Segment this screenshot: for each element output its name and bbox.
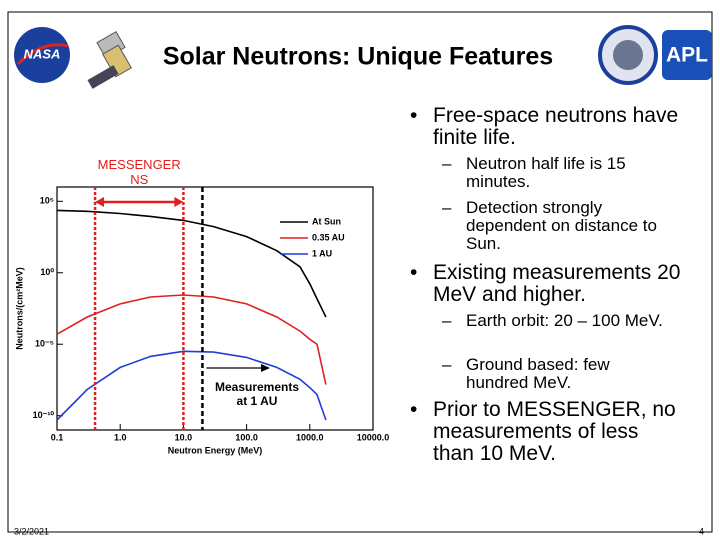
x-tick-label: 10.0 [175,432,193,442]
legend-label: 0.35 AU [312,232,345,242]
x-tick-label: 10000.0 [357,432,390,442]
apl-logo [662,30,712,80]
footer-date: 3/2/2021 [14,526,49,536]
plot-frame [56,186,374,431]
y-tick-label: 10⁰ [40,267,54,277]
chart: 0.1 1.0 10.0 100.0 1000.0 10000.0 10⁵ 10⁰ 10⁻⁵ 10… [14,186,390,455]
apl-text: APL [666,44,708,67]
series-line [56,209,327,318]
slide-frame [7,11,713,533]
bullet-text: Existing measurements 20 MeV and higher. [433,261,681,306]
sub-bullet-marker: – [442,311,452,330]
x-tick-label: 0.1 [51,432,64,442]
x-tick-label: 100.0 [235,432,258,442]
slide-title: Solar Neutrons: Unique Features [163,43,553,71]
page-number: 4 [699,526,704,536]
arrow-head [261,364,270,372]
sub-bullet-marker: – [442,198,452,217]
y-tick-label: 10⁻¹⁰ [33,410,55,420]
bullet-marker: • [410,398,418,421]
sub-bullet-marker: – [442,355,452,374]
sub-bullet-text: Earth orbit: 20 – 100 MeV. [466,311,663,330]
x-axis-label: Neutron Energy (MeV) [168,445,263,455]
bullet-text: Prior to MESSENGER, no measurements of l… [433,398,676,465]
y-tick-label: 10⁻⁵ [35,339,54,349]
series-line [56,350,327,421]
spacecraft-icon [87,31,132,89]
x-tick-label: 1.0 [114,432,127,442]
seal-center [613,40,643,70]
x-tick-label: 1000.0 [296,432,324,442]
legend-label: At Sun [312,216,341,226]
sub-bullet-text: Detection strongly dependent on distance… [466,198,657,253]
nasa-logo [14,27,70,83]
measurement-label: Measurements at 1 AU [214,380,300,408]
arrow-head [95,197,184,207]
sub-bullet-marker: – [442,154,452,173]
series-line [56,294,327,385]
messenger-label: MESSENGER NS [97,157,181,187]
y-tick-label: 10⁵ [40,196,54,206]
sub-bullet-text: Neutron half life is 15 minutes. [466,154,626,191]
nasa-text: NASA [24,46,61,61]
y-axis-label: Neutrons/(cm²MeV) [14,267,24,350]
legend-label: 1 AU [312,248,332,258]
bullet-text: Free-space neutrons have finite life. [433,104,679,149]
sub-bullet-text: Ground based: few hundred MeV. [466,355,610,392]
bullet-marker: • [410,261,418,284]
nasa-swoosh [16,43,69,66]
bullet-marker: • [410,104,418,127]
